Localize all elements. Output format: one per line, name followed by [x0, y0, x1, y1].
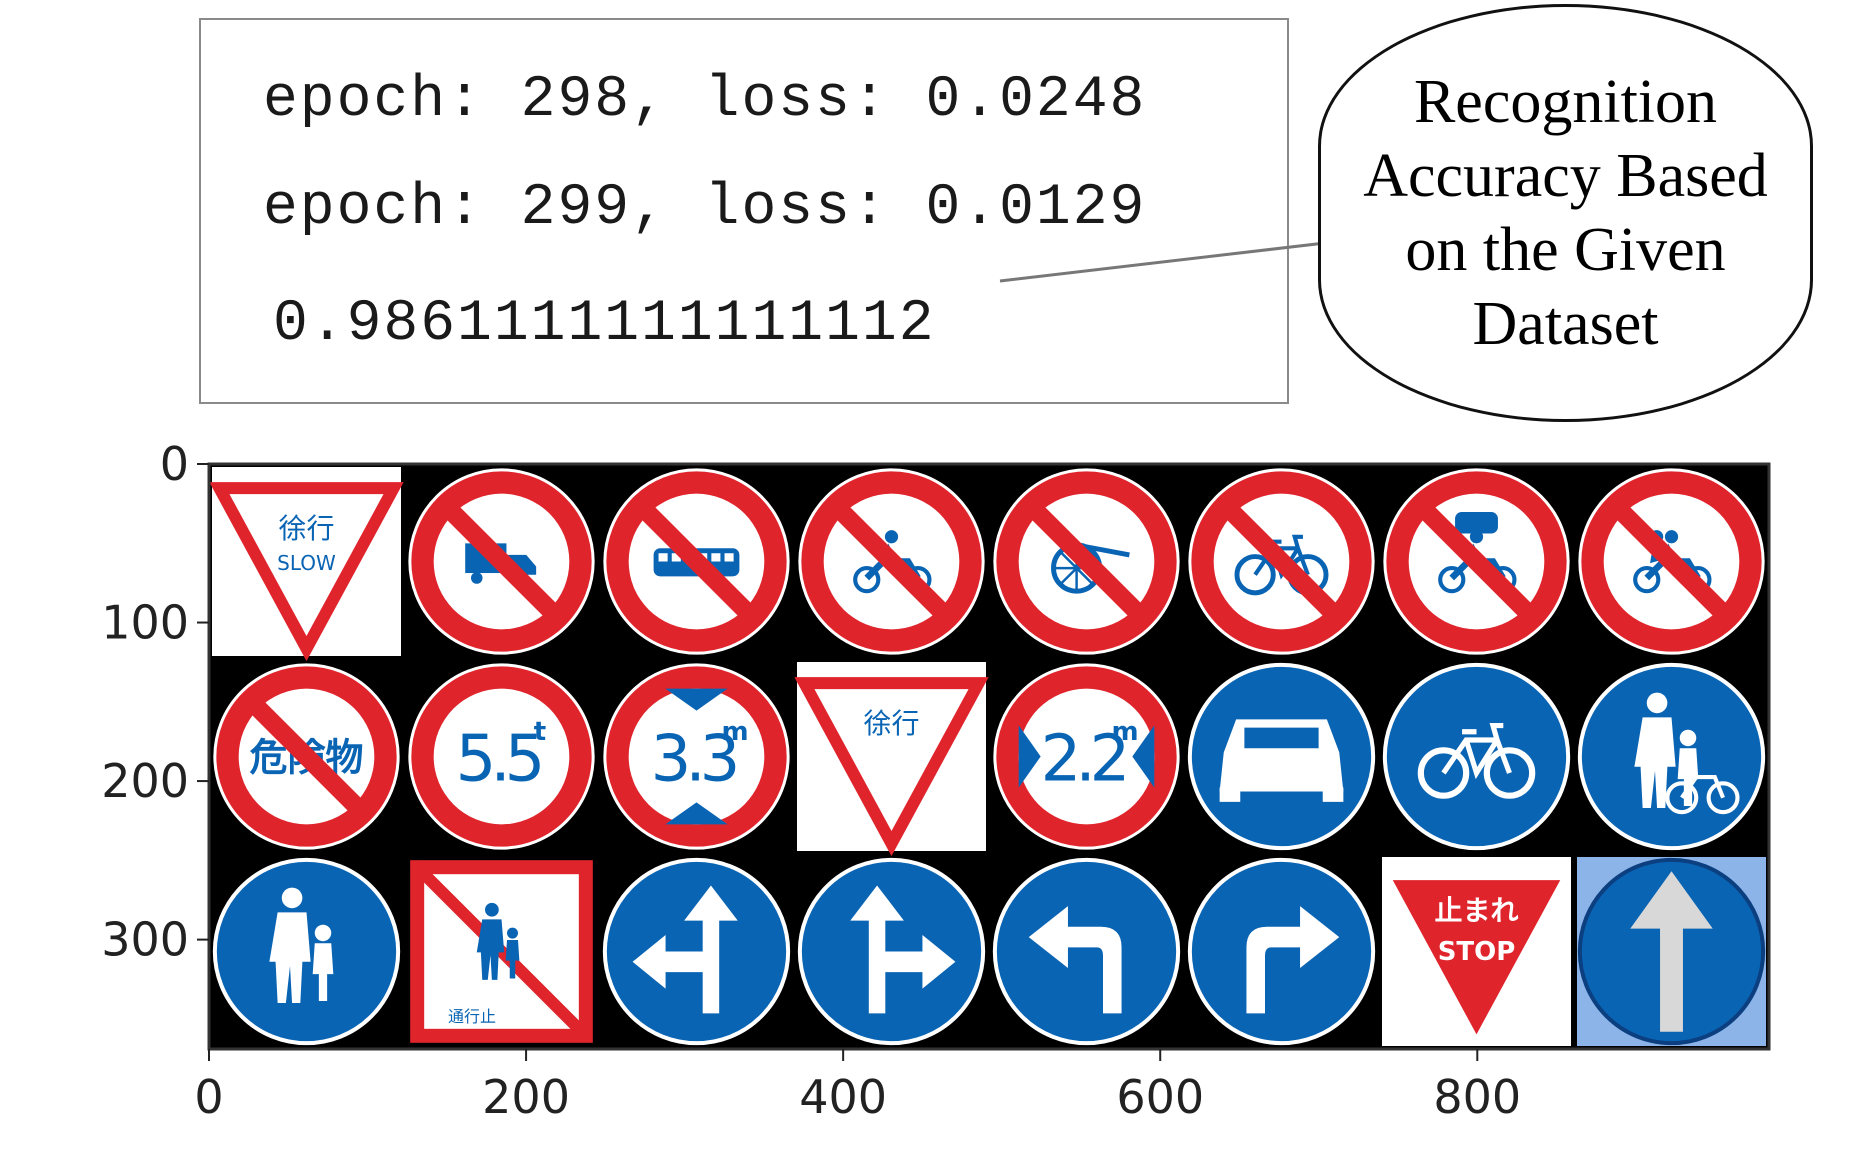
- sign-2-2: [602, 857, 791, 1046]
- straight-left-arrow-icon: [632, 885, 738, 1014]
- callout-text: Recognition Accuracy Based on the Given …: [1363, 68, 1768, 358]
- y-tick-label: 100: [101, 596, 189, 650]
- sign-0-2: [603, 468, 790, 655]
- sign-1-4: 2.2m: [993, 663, 1180, 850]
- sign-0-4: [993, 468, 1180, 655]
- slow-en-label: SLOW: [277, 551, 336, 575]
- plot-frame: [207, 462, 1771, 1051]
- accuracy-value: 0.9861111111111112: [273, 292, 936, 357]
- sign-2-4: [992, 857, 1181, 1046]
- sign-1-5: [1187, 662, 1376, 851]
- pedestrian-child-icon: [269, 887, 334, 1004]
- sign-0-3: [798, 468, 985, 655]
- pedestrian-child-icon: [476, 902, 520, 980]
- straight-right-arrow-icon: [850, 885, 956, 1014]
- stop-en-label: STOP: [1438, 937, 1516, 967]
- log-line-epoch-299: epoch: 299, loss: 0.0129: [263, 176, 1147, 241]
- prohibit-slash: [1031, 506, 1142, 617]
- x-tick-label: 400: [799, 1070, 887, 1124]
- limit-value: 3.3: [651, 723, 736, 797]
- sign-disc: [992, 857, 1181, 1046]
- stop-triangle: [1386, 876, 1567, 1043]
- sign-2-1: 通行止: [410, 860, 593, 1043]
- sign-0-1: [408, 468, 595, 655]
- prohibit-slash: [1226, 506, 1337, 617]
- prohibit-slash: [251, 701, 362, 812]
- limit-unit: m: [721, 717, 748, 747]
- sign-0-7: [1578, 468, 1765, 655]
- x-tick-label: 800: [1433, 1070, 1521, 1124]
- sign-disc: [797, 857, 986, 1046]
- sign-0-6: [1383, 468, 1570, 655]
- no-pedestrian-label: 通行止: [448, 1007, 496, 1026]
- right-turn-arrow-icon: [1246, 906, 1340, 1014]
- height-marker-bottom: [665, 802, 728, 825]
- sign-1-2: 3.3m: [603, 663, 790, 850]
- sign-disc: [602, 857, 791, 1046]
- sign-2-7: [1577, 857, 1766, 1046]
- axis-ticks: 0 200 400 600 800 0 100 200 300: [101, 437, 1521, 1124]
- sign-1-0: 危険物: [213, 663, 400, 850]
- prohibit-slash: [641, 506, 752, 617]
- width-marker-left: [1018, 725, 1041, 788]
- yield-triangle: [209, 482, 404, 662]
- x-tick-label: 600: [1116, 1070, 1204, 1124]
- stop-label: 止まれ: [1434, 894, 1518, 927]
- sign-inner: [628, 688, 765, 825]
- pedestrian-bicycle-icon: [1634, 692, 1740, 815]
- y-tick-label: 300: [101, 913, 189, 967]
- prohibit-slash: [1421, 506, 1532, 617]
- y-tick-label: 0: [160, 437, 189, 491]
- sign-2-5: [1187, 857, 1376, 1046]
- sign-0-5: [1188, 468, 1375, 655]
- accuracy-callout: Recognition Accuracy Based on the Given …: [1318, 4, 1813, 422]
- limit-unit: t: [534, 717, 546, 747]
- sign-disc: [1382, 662, 1571, 851]
- prohibit-slash: [446, 506, 557, 617]
- limit-value: 5.5: [456, 723, 541, 797]
- slow-label: 徐行: [278, 512, 334, 545]
- sign-2-6: 止まれ STOP: [1382, 857, 1571, 1046]
- sign-1-3: 徐行: [794, 662, 989, 857]
- sign-2-3: [797, 857, 986, 1046]
- x-tick-label: 200: [482, 1070, 570, 1124]
- sign-2-0: [212, 857, 401, 1046]
- limit-value: 2.2: [1041, 723, 1125, 797]
- sign-1-7: [1577, 662, 1766, 851]
- bicycle-icon: [1417, 722, 1536, 799]
- prohibit-slash: [836, 506, 947, 617]
- height-marker-top: [665, 688, 728, 711]
- straight-arrow-icon: [1630, 871, 1713, 1032]
- car-icon: [1219, 719, 1344, 802]
- limit-unit: m: [1111, 717, 1138, 747]
- left-turn-arrow-icon: [1028, 906, 1122, 1014]
- sign-1-1: 5.5t: [408, 663, 595, 850]
- sign-1-6: [1382, 662, 1571, 851]
- y-tick-label: 200: [101, 754, 189, 808]
- slow-label: 徐行: [863, 707, 919, 740]
- sign-inner: [433, 688, 570, 825]
- sign-inner: [1018, 688, 1155, 825]
- log-line-epoch-298: epoch: 298, loss: 0.0248: [263, 68, 1147, 133]
- sign-0-0: 徐行 SLOW: [209, 467, 404, 662]
- x-tick-label: 0: [194, 1070, 223, 1124]
- yield-triangle: [794, 677, 989, 857]
- width-marker-right: [1132, 725, 1155, 788]
- prohibit-slash: [1616, 506, 1727, 617]
- sign-disc: [1187, 857, 1376, 1046]
- training-log-panel: epoch: 298, loss: 0.0248 epoch: 299, los…: [199, 18, 1289, 404]
